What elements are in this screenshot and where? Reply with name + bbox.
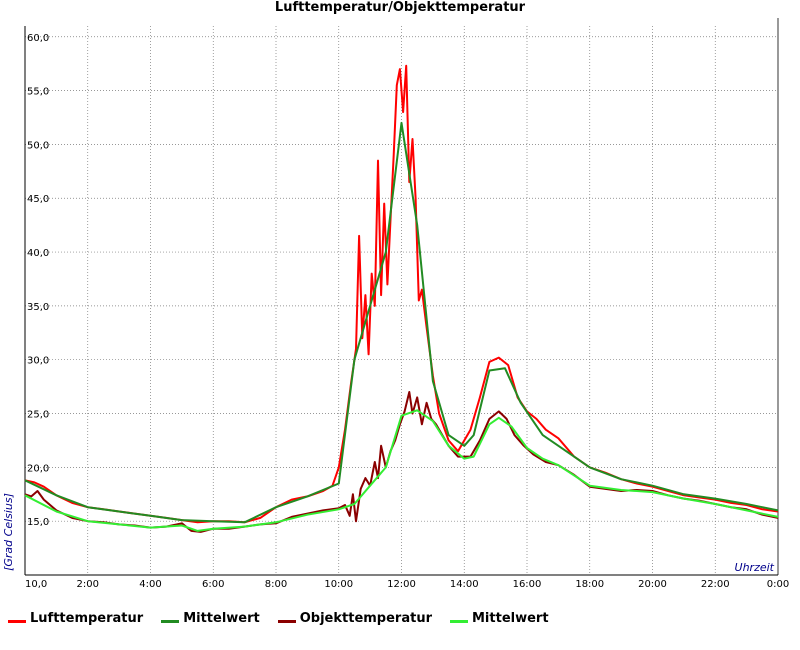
y-tick-label: 50,0 — [27, 140, 49, 151]
y-tick-label: 45,0 — [27, 194, 49, 205]
x-tick-label: 10,0 — [25, 579, 47, 590]
legend-swatch — [8, 619, 26, 623]
y-tick-label: 60,0 — [27, 33, 49, 44]
legend-item: Mittelwert — [161, 611, 260, 626]
y-tick-label: 20,0 — [27, 463, 49, 474]
x-tick-label: 8:00 — [265, 579, 287, 590]
legend-swatch — [161, 619, 180, 623]
x-tick-label: 4:00 — [139, 579, 161, 590]
grid — [25, 26, 778, 575]
axes — [24, 18, 779, 576]
y-tick-label: 55,0 — [27, 87, 49, 98]
y-tick-label: 30,0 — [27, 356, 49, 367]
x-axis-label: Uhrzeit — [735, 561, 775, 574]
legend-label: Lufttemperatur — [30, 610, 144, 626]
series-lines — [24, 64, 779, 533]
y-axis-label: [Grad Celsius] — [2, 493, 15, 571]
legend-swatch — [277, 619, 296, 623]
x-tick-label: 20:00 — [638, 579, 667, 590]
x-tick-label: 6:00 — [202, 579, 224, 590]
legend: Lufttemperatur Mittelwert Objekttemperatur… — [8, 608, 567, 628]
x-tick-label: 2:00 — [77, 579, 99, 590]
x-tick-label: 18:00 — [575, 579, 604, 590]
y-tick-label: 40,0 — [27, 248, 49, 259]
legend-swatch — [450, 619, 468, 623]
x-tick-label: 10:00 — [324, 579, 353, 590]
x-tick-label: 22:00 — [701, 579, 730, 590]
legend-label: Mittelwert — [472, 610, 549, 626]
y-tick-label: 35,0 — [27, 302, 49, 313]
legend-item: Mittelwert — [450, 611, 549, 626]
x-tick-label: 16:00 — [513, 579, 542, 590]
x-tick-label: 0:00 — [767, 579, 789, 590]
series-line-2 — [24, 121, 779, 524]
legend-label: Objekttemperatur — [299, 610, 432, 626]
series-line-4 — [24, 409, 779, 532]
tick-labels: 15,0 20,0 25,0 30,0 35,0 40,0 45,0 50,0 55,0 60,0… — [25, 33, 789, 590]
legend-label: Mittelwert — [183, 610, 260, 626]
legend-item: Objekttemperatur — [277, 610, 432, 626]
x-tick-label: 12:00 — [387, 579, 416, 590]
y-tick-label: 25,0 — [27, 410, 49, 421]
y-tick-label: 15,0 — [27, 517, 49, 528]
legend-item: Lufttemperatur — [8, 611, 143, 626]
chart-title: Lufttemperatur/Objekttemperatur — [274, 0, 526, 15]
x-tick-label: 14:00 — [450, 579, 479, 590]
